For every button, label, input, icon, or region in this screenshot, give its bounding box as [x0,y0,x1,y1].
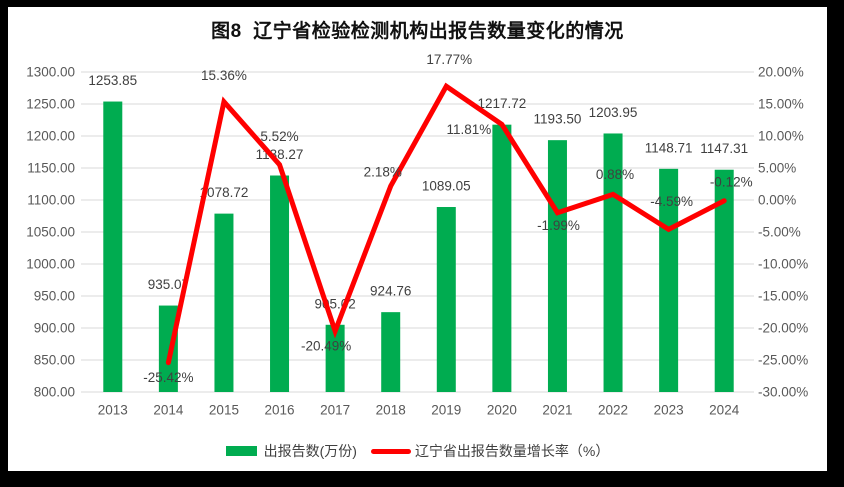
line-value-label: -0.12% [710,174,753,189]
line-value-label: -1.99% [537,218,580,233]
x-axis-year-label: 2013 [98,403,128,418]
bar-value-label: 1078.72 [200,185,249,200]
bar-value-label: 1203.95 [589,105,638,120]
left-axis-tick-label: 1000.00 [26,257,75,272]
growth-rate-line [165,82,727,366]
left-axis-tick-label: 1100.00 [27,193,75,208]
x-axis-year-label: 2024 [709,403,740,418]
bar-2014 [158,305,178,392]
chart-title: 图8 辽宁省检验检测机构出报告数量变化的情况 [211,21,624,42]
right-axis-tick-label: 10.00% [758,129,804,144]
x-axis-year-label: 2021 [542,403,572,418]
left-axis-tick-label: 1050.00 [26,225,75,240]
line-value-label: 5.52% [260,129,298,144]
bar-series-label: 出报告数(万份) [263,443,357,459]
line-value-label: 11.81% [446,122,491,137]
bar-value-label: 1089.05 [422,179,471,194]
line-value-label: -20.49% [301,339,351,354]
x-axis-year-label: 2014 [153,403,184,418]
x-axis-year-label: 2019 [431,403,461,418]
bar-2015 [214,213,234,392]
chart-legend: 出报告数(万份) 辽宁省出报告数量增长率（%） [8,441,827,461]
x-axis-year-label: 2023 [654,403,684,418]
legend-item-line-series: 辽宁省出报告数量增长率（%） [357,441,609,461]
right-axis-tick-label: -10.00% [758,257,808,272]
x-axis-year-label: 2020 [487,403,517,418]
left-axis-tick-label: 900.00 [34,321,75,336]
right-axis-tick-label: 0.00% [758,193,796,208]
left-axis-tick-label: 1250.00 [26,97,75,112]
line-series-swatch-icon [370,448,411,454]
legend-item-bar-series: 出报告数(万份) [225,441,357,461]
chart-page: 图8 辽宁省检验检测机构出报告数量变化的情况 1300.00 20.00% 1250… [8,7,827,471]
bar-value-label: 1193.50 [534,112,582,127]
right-axis-tick-label: -25.00% [758,353,808,368]
bar-2018 [381,312,401,392]
right-axis-tick-label: 15.00% [758,97,804,112]
bar-2019 [436,207,456,392]
left-axis-tick-label: 850.00 [34,353,75,368]
bar-2016 [270,175,290,392]
bar-2020 [492,124,512,392]
right-axis-tick-label: -5.00% [758,225,801,240]
line-value-label: -25.42% [143,370,193,385]
x-axis-year-label: 2022 [598,403,628,418]
left-axis-tick-label: 1150.00 [27,161,75,176]
left-axis-tick-label: 1200.00 [26,129,75,144]
bar-value-label: 1253.85 [88,73,137,88]
left-axis-tick-label: 950.00 [34,289,75,304]
bar-value-label: 1148.71 [645,140,693,155]
line-value-label: 17.77% [426,52,472,67]
bar-value-label: 1217.72 [477,96,526,111]
bar-2021 [547,140,567,392]
line-value-label: -4.59% [650,194,693,209]
right-axis-tick-label: 5.00% [758,161,796,176]
bar-value-label: 924.76 [370,284,411,299]
bar-value-label: 1147.31 [700,141,748,156]
right-axis-tick-label: 20.00% [758,65,804,80]
x-axis-year-label: 2015 [209,403,239,418]
x-axis-year-label: 2018 [376,403,406,418]
x-axis-year-label: 2017 [320,403,350,418]
x-axis-year-label: 2016 [265,403,295,418]
right-axis-tick-label: -20.00% [758,321,808,336]
bar-series-swatch-icon [225,446,257,456]
right-axis-tick-label: -15.00% [758,289,808,304]
left-axis-tick-label: 800.00 [34,385,75,400]
right-axis-tick-label: -30.00% [758,385,808,400]
bar-2013 [103,101,123,392]
line-value-label: 0.88% [596,167,634,182]
line-value-label: 2.18% [364,165,402,180]
line-value-label: 15.36% [201,68,247,83]
chart-canvas: 1300.00 20.00% 1250.00 15.00% 1200.00 10.00% 1… [26,52,808,418]
line-series-label: 辽宁省出报告数量增长率（%） [414,443,610,459]
bar-value-label: 935.07 [148,277,189,292]
left-axis-tick-label: 1300.00 [26,65,75,80]
bar-2024 [714,169,734,392]
bar-2017 [325,324,345,392]
